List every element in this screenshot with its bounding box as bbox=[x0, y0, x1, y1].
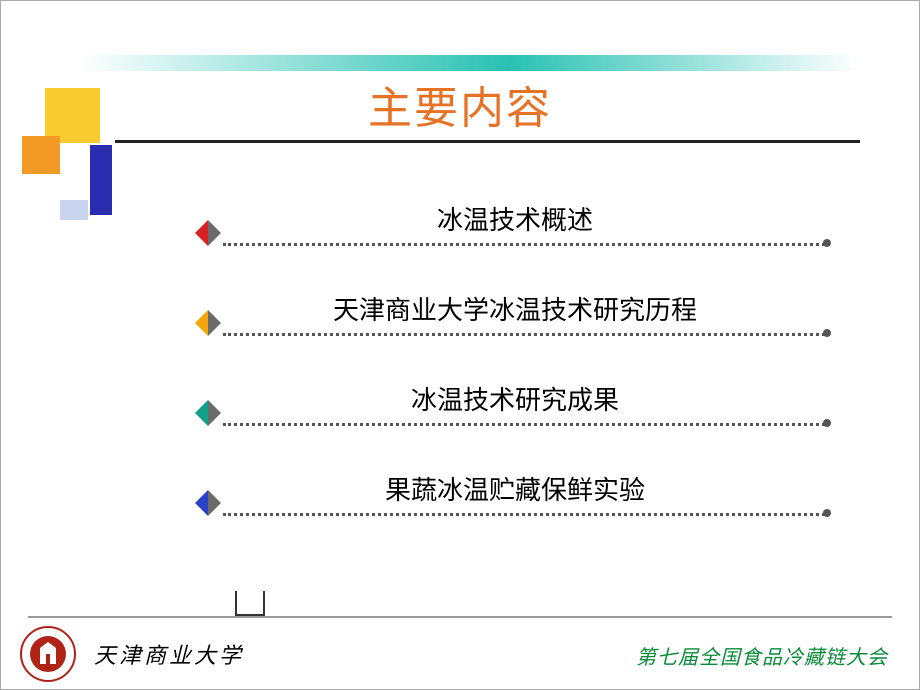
slide-title: 主要内容 bbox=[0, 72, 920, 136]
footer-left: 天津商业大学 bbox=[20, 626, 244, 682]
list-item: 天津商业大学冰温技术研究历程 bbox=[195, 290, 835, 380]
deco-square-lightblue bbox=[60, 200, 88, 220]
list-item-label: 天津商业大学冰温技术研究历程 bbox=[195, 290, 835, 333]
list-item-label: 冰温技术研究成果 bbox=[195, 380, 835, 423]
list-item-dotline bbox=[223, 333, 825, 353]
list-item: 冰温技术概述 bbox=[195, 200, 835, 290]
list-item: 果蔬冰温贮藏保鲜实验 bbox=[195, 470, 835, 560]
list-item-dotline bbox=[223, 243, 825, 263]
top-gradient-bar bbox=[80, 55, 860, 71]
footer-bracket-deco bbox=[235, 591, 265, 616]
list-item-label: 果蔬冰温贮藏保鲜实验 bbox=[195, 470, 835, 513]
diamond-icon bbox=[195, 400, 221, 426]
diamond-icon bbox=[195, 310, 221, 336]
diamond-icon bbox=[195, 490, 221, 516]
list-item-dotline bbox=[223, 513, 825, 533]
footer-rule bbox=[28, 616, 892, 618]
list-item: 冰温技术研究成果 bbox=[195, 380, 835, 470]
conference-name: 第七届全国食品冷藏链大会 bbox=[636, 641, 888, 670]
diamond-icon bbox=[195, 220, 221, 246]
title-underline bbox=[115, 140, 860, 143]
university-name: 天津商业大学 bbox=[94, 638, 244, 670]
deco-square-blue bbox=[90, 145, 112, 215]
content-list: 冰温技术概述 天津商业大学冰温技术研究历程 冰温技术研究成果 果蔬冰温贮藏保鲜实… bbox=[195, 200, 835, 560]
university-logo-icon bbox=[20, 626, 76, 682]
list-item-dotline bbox=[223, 423, 825, 443]
deco-square-orange bbox=[22, 136, 60, 174]
list-item-label: 冰温技术概述 bbox=[195, 200, 835, 243]
